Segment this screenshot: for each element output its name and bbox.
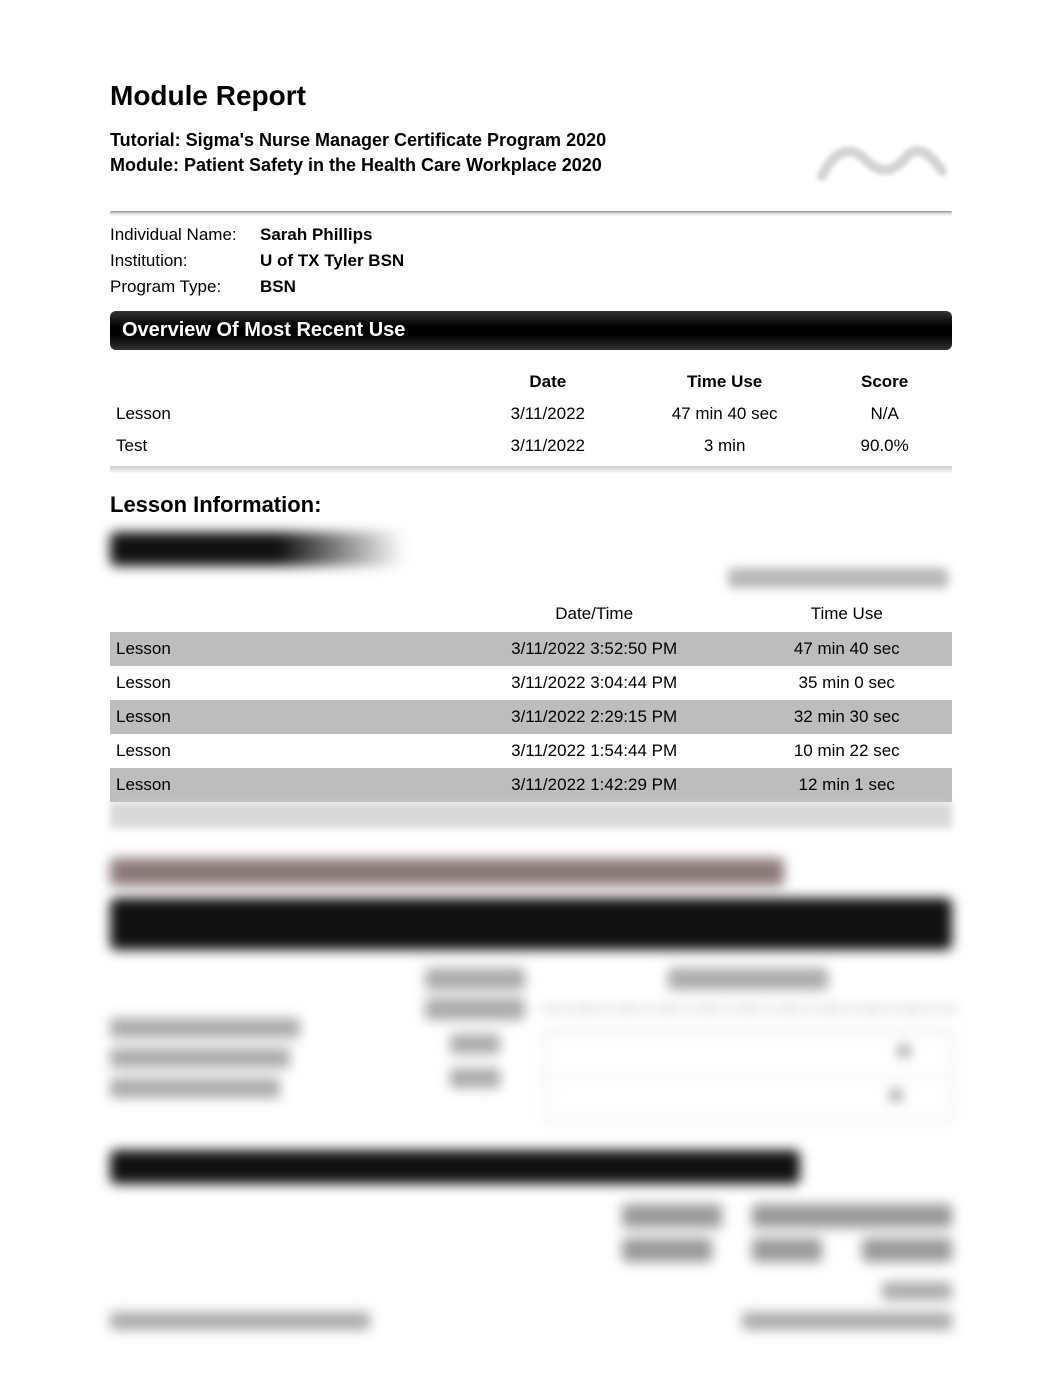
page-title: Module Report	[110, 80, 952, 112]
blurred-label	[425, 968, 525, 990]
blurred-heading	[110, 858, 784, 886]
overview-row: Lesson 3/11/2022 47 min 40 sec N/A	[110, 398, 952, 430]
blurred-right-col	[545, 968, 952, 1120]
lesson-cell-type: Lesson	[110, 734, 447, 768]
blurred-black-bar	[110, 898, 952, 950]
overview-cell-score: 90.0%	[817, 430, 952, 462]
overview-cell-timeuse: 47 min 40 sec	[632, 398, 817, 430]
blurred-section-bar	[110, 532, 952, 566]
lesson-cell-datetime: 3/11/2022 1:54:44 PM	[447, 734, 742, 768]
overview-col-type	[110, 366, 464, 398]
overview-shadow	[110, 466, 952, 474]
blurred-bottom-row	[110, 1312, 952, 1330]
overview-cell-timeuse: 3 min	[632, 430, 817, 462]
lesson-cell-timeuse: 12 min 1 sec	[741, 768, 952, 802]
meta-program-value: BSN	[260, 277, 296, 297]
tutorial-line: Tutorial: Sigma's Nurse Manager Certific…	[110, 130, 606, 151]
overview-cell-type: Test	[110, 430, 464, 462]
lesson-table: Date/Time Time Use Lesson 3/11/2022 3:52…	[110, 596, 952, 802]
lesson-cell-type: Lesson	[110, 632, 447, 666]
meta-institution-label: Institution:	[110, 251, 260, 271]
meta-program-row: Program Type: BSN	[110, 277, 952, 297]
blurred-left-col	[110, 968, 405, 1098]
lesson-cell-type: Lesson	[110, 666, 447, 700]
blurred-chart	[545, 1030, 952, 1120]
lesson-cell-datetime: 3/11/2022 3:04:44 PM	[447, 666, 742, 700]
lesson-row: Lesson 3/11/2022 1:54:44 PM 10 min 22 se…	[110, 734, 952, 768]
header-divider	[110, 211, 952, 217]
header-text: Tutorial: Sigma's Nurse Manager Certific…	[110, 126, 606, 180]
lesson-cell-timeuse: 32 min 30 sec	[741, 700, 952, 734]
overview-table: Date Time Use Score Lesson 3/11/2022 47 …	[110, 366, 952, 462]
meta-institution-row: Institution: U of TX Tyler BSN	[110, 251, 952, 271]
lesson-row: Lesson 3/11/2022 2:29:15 PM 32 min 30 se…	[110, 700, 952, 734]
blurred-footer-text	[622, 1204, 722, 1228]
lesson-cell-timeuse: 10 min 22 sec	[741, 734, 952, 768]
blurred-label	[668, 968, 828, 990]
overview-col-score: Score	[817, 366, 952, 398]
blurred-footer-text	[752, 1238, 822, 1262]
blurred-right-label	[728, 568, 948, 588]
lesson-row: Lesson 3/11/2022 3:52:50 PM 47 min 40 se…	[110, 632, 952, 666]
logo-image	[812, 126, 952, 201]
blurred-text	[450, 1034, 500, 1054]
blurred-lesson-row	[110, 802, 952, 828]
lesson-cell-type: Lesson	[110, 700, 447, 734]
blurred-text	[110, 1018, 300, 1038]
overview-cell-score: N/A	[817, 398, 952, 430]
meta-name-value: Sarah Phillips	[260, 225, 372, 245]
blurred-footer-text	[862, 1238, 952, 1262]
meta-name-label: Individual Name:	[110, 225, 260, 245]
overview-row: Test 3/11/2022 3 min 90.0%	[110, 430, 952, 462]
blurred-mid-col	[425, 968, 525, 1088]
blurred-text	[110, 1048, 290, 1068]
blurred-footer-right	[742, 1312, 952, 1330]
lesson-cell-timeuse: 47 min 40 sec	[741, 632, 952, 666]
blurred-footer-text	[622, 1238, 712, 1262]
meta-institution-value: U of TX Tyler BSN	[260, 251, 404, 271]
blurred-footer-row	[110, 1204, 952, 1228]
lesson-info-header: Lesson Information:	[110, 492, 952, 518]
overview-col-timeuse: Time Use	[632, 366, 817, 398]
lesson-cell-datetime: 3/11/2022 1:42:29 PM	[447, 768, 742, 802]
blurred-axis	[545, 998, 952, 1010]
meta-name-row: Individual Name: Sarah Phillips	[110, 225, 952, 245]
blurred-lower-region	[110, 858, 952, 1330]
lesson-cell-type: Lesson	[110, 768, 447, 802]
lesson-col-datetime: Date/Time	[447, 596, 742, 632]
overview-cell-type: Lesson	[110, 398, 464, 430]
meta-program-label: Program Type:	[110, 277, 260, 297]
blurred-data-point	[890, 1089, 902, 1101]
blurred-text	[450, 1068, 500, 1088]
blurred-chart-row	[110, 968, 952, 1120]
lesson-cell-datetime: 3/11/2022 2:29:15 PM	[447, 700, 742, 734]
lesson-col-type	[110, 596, 447, 632]
blurred-footer-text	[752, 1204, 952, 1228]
blurred-text	[110, 1078, 280, 1098]
blurred-data-point	[898, 1045, 910, 1057]
blurred-black-bar	[110, 1150, 800, 1184]
lesson-row: Lesson 3/11/2022 1:42:29 PM 12 min 1 sec	[110, 768, 952, 802]
lesson-header-row: Date/Time Time Use	[110, 596, 952, 632]
overview-cell-date: 3/11/2022	[464, 398, 632, 430]
lesson-cell-datetime: 3/11/2022 3:52:50 PM	[447, 632, 742, 666]
overview-cell-date: 3/11/2022	[464, 430, 632, 462]
lesson-cell-timeuse: 35 min 0 sec	[741, 666, 952, 700]
overview-header-row: Date Time Use Score	[110, 366, 952, 398]
blurred-footer-left	[110, 1312, 370, 1330]
blurred-label	[425, 998, 525, 1020]
header-row: Tutorial: Sigma's Nurse Manager Certific…	[110, 126, 952, 201]
overview-section-bar: Overview Of Most Recent Use	[110, 311, 952, 350]
blurred-footer-row	[110, 1238, 952, 1262]
lesson-col-timeuse: Time Use	[741, 596, 952, 632]
blurred-page-number	[882, 1282, 952, 1300]
report-page: Module Report Tutorial: Sigma's Nurse Ma…	[0, 0, 1062, 1370]
overview-col-date: Date	[464, 366, 632, 398]
module-line: Module: Patient Safety in the Health Car…	[110, 155, 606, 176]
lesson-row: Lesson 3/11/2022 3:04:44 PM 35 min 0 sec	[110, 666, 952, 700]
